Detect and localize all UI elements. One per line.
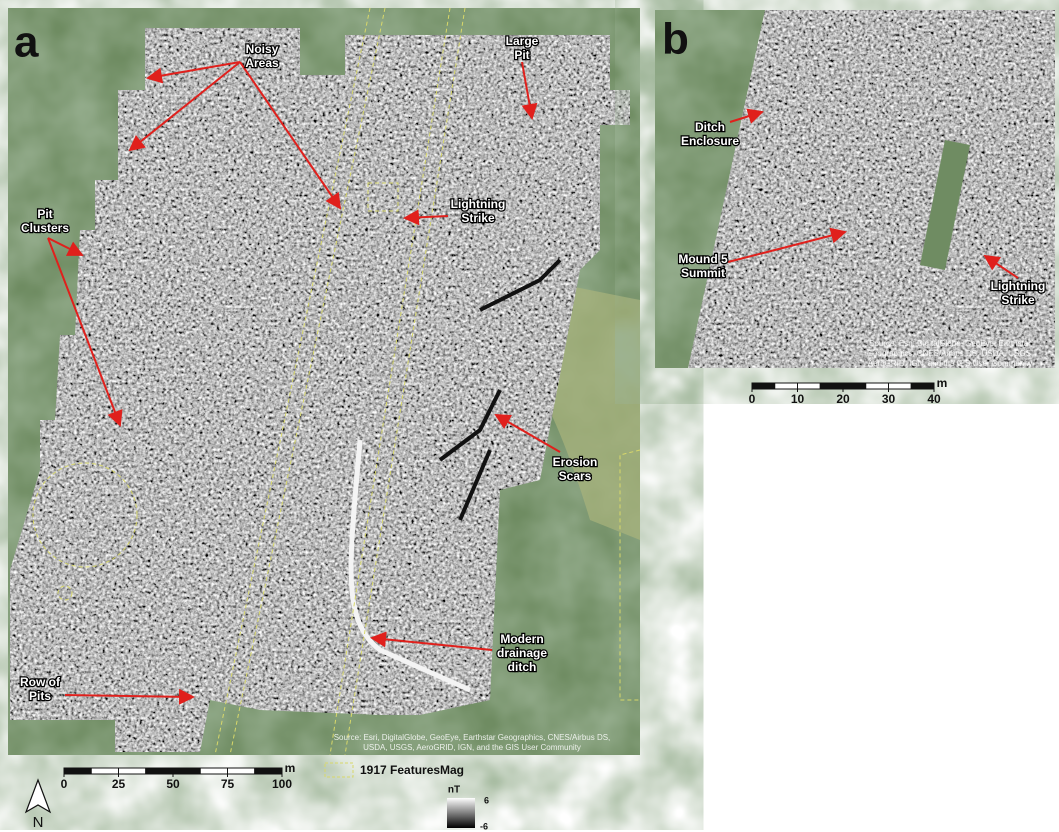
credit: Source: Esri, DigitalGlobe, GeoEye, Eart… — [867, 339, 1033, 368]
scale-segment — [820, 383, 843, 389]
scale-segment — [200, 768, 227, 774]
annotation-label: Lightning — [451, 197, 506, 211]
scale-label: 40 — [927, 392, 941, 406]
scale-segment — [911, 383, 934, 389]
annotation-label: drainage — [497, 646, 547, 660]
annotation-label: Summit — [681, 266, 725, 280]
north-symbol — [26, 780, 50, 812]
credit-line: AeroGRID, IGN, and the GIS User Communit… — [868, 359, 1033, 368]
annotation-label: Noisy — [246, 42, 279, 56]
annotation-label: Pit — [37, 207, 52, 221]
scale-bar: 0 10 20 30 40 m — [749, 376, 948, 406]
annotation-label: Ditch — [695, 120, 725, 134]
annotation-label: Large — [506, 34, 539, 48]
mag-title: Mag — [440, 763, 464, 777]
scale-label: 20 — [836, 392, 850, 406]
north-label: N — [33, 814, 44, 831]
scale-unit: m — [937, 376, 948, 390]
mag-min: -6 — [480, 821, 488, 831]
credit-line: USDA, USGS, AeroGRID, IGN, and the GIS U… — [363, 743, 581, 752]
scale-bar: 0 25 50 75 100 m — [61, 761, 296, 791]
annotation-label: Areas — [245, 56, 279, 70]
scale-segment — [752, 383, 775, 389]
credit: Source: Esri, DigitalGlobe, GeoEye, Eart… — [334, 733, 611, 752]
annotation-label: Strike — [461, 211, 495, 225]
scale-label: 75 — [221, 777, 235, 791]
annotation-label: Lightning — [991, 279, 1046, 293]
legend: 1917 Features Mag nT 6 -6 — [325, 763, 489, 831]
annotation-label: Mound 5 — [678, 252, 728, 266]
scale-segment — [64, 768, 91, 774]
scale-segment — [119, 768, 146, 774]
scale-segment — [173, 768, 200, 774]
scale-label: 0 — [749, 392, 756, 406]
features-label: 1917 Features — [360, 763, 440, 777]
figure: a NoisyAreasLargePitLightningStrikePitCl… — [0, 0, 1059, 832]
annotation-label: Clusters — [21, 221, 69, 235]
annotation-label: ditch — [508, 660, 537, 674]
annotation-label: Pit — [514, 48, 529, 62]
scale-segment — [866, 383, 889, 389]
annotation-label: Strike — [1001, 293, 1035, 307]
scale-segment — [843, 383, 866, 389]
scale-label: 25 — [112, 777, 126, 791]
panel-a: a NoisyAreasLargePitLightningStrikePitCl… — [8, 8, 640, 755]
mag-max: 6 — [484, 795, 489, 805]
annotation-label: Pits — [29, 689, 51, 703]
credit-line: Source: Esri, DigitalGlobe, GeoEye, Eart… — [869, 339, 1031, 348]
scale-label: 30 — [882, 392, 896, 406]
scale-label: 0 — [61, 777, 68, 791]
annotation-label: Row of — [20, 675, 61, 689]
scale-segment — [255, 768, 282, 774]
credit-line: Source: Esri, DigitalGlobe, GeoEye, Eart… — [334, 733, 611, 742]
scale-unit: m — [285, 761, 296, 775]
scale-segment — [798, 383, 821, 389]
scale-segment — [775, 383, 798, 389]
panel-letter: a — [14, 18, 39, 67]
annotation-label: Modern — [500, 632, 543, 646]
north-arrow: N — [26, 780, 50, 831]
scale-segment — [146, 768, 173, 774]
annotation-label: Scars — [559, 469, 592, 483]
scale-segment — [91, 768, 118, 774]
mag-unit: nT — [448, 785, 460, 796]
scale-label: 100 — [272, 777, 292, 791]
credit-line: Geographics, CNES/Airbus DS, USDA, USGS, — [867, 349, 1033, 358]
scale-segment — [228, 768, 255, 774]
features-swatch — [325, 763, 353, 777]
scale-segment — [889, 383, 912, 389]
scale-label: 50 — [166, 777, 180, 791]
panel-letter: b — [662, 15, 689, 64]
annotation-label: Erosion — [553, 455, 598, 469]
annotation-label: Enclosure — [681, 134, 739, 148]
mag-gradient — [447, 798, 475, 828]
scale-label: 10 — [791, 392, 805, 406]
